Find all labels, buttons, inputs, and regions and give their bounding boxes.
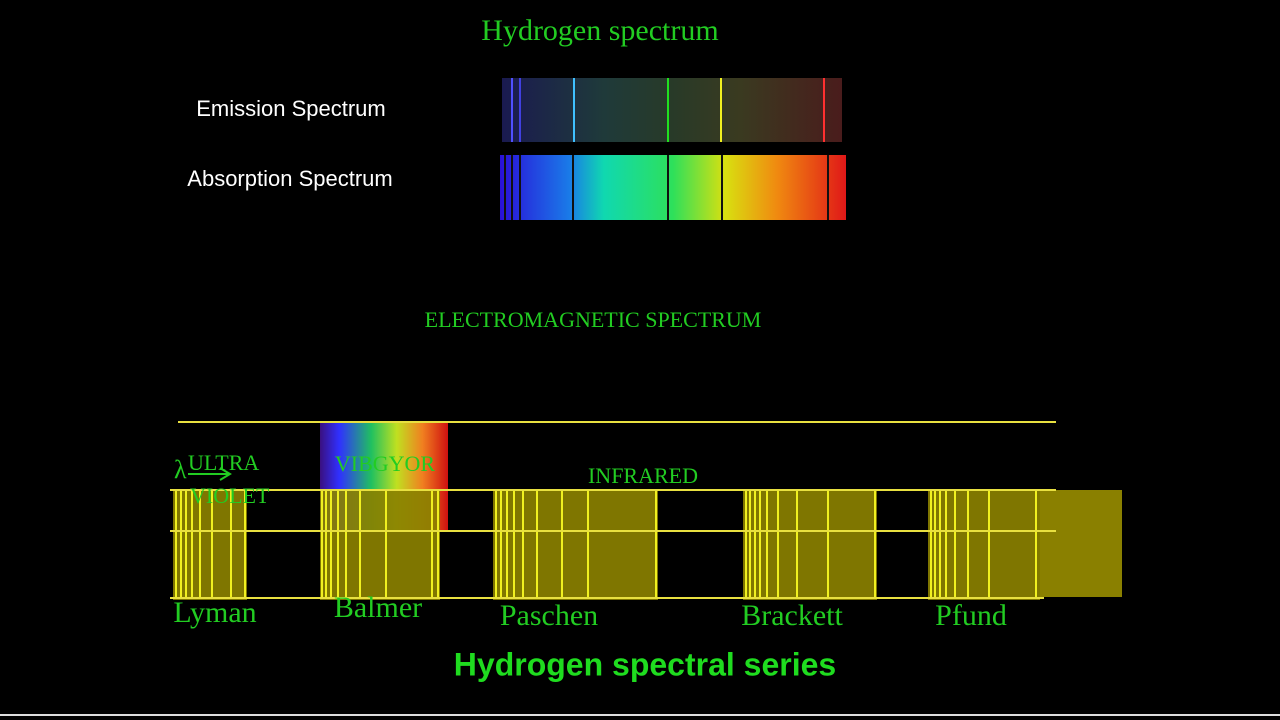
series-block (320, 490, 440, 600)
visible-label: VIBGYOR (335, 451, 436, 476)
series-blocks (173, 490, 1122, 600)
uv-label: VIOLET (190, 483, 270, 508)
footer-title: Hydrogen spectral series (454, 646, 836, 682)
series-name: Paschen (500, 599, 598, 632)
emission-label: Emission Spectrum (196, 96, 386, 121)
emission-band (502, 78, 842, 142)
em-title: ELECTROMAGNETIC SPECTRUM (425, 307, 762, 332)
title: Hydrogen spectrum (481, 14, 718, 47)
series-name: Pfund (935, 599, 1007, 632)
series-labels: Lyman Balmer Paschen Brackett Pfund (173, 591, 1007, 632)
absorption-label: Absorption Spectrum (187, 166, 392, 191)
series-block (743, 490, 877, 600)
infrared-tail (1040, 490, 1122, 597)
series-name: Balmer (334, 591, 422, 624)
infrared-label: INFRARED (588, 463, 698, 488)
uv-label: ULTRA (188, 450, 259, 475)
series-name: Brackett (741, 599, 843, 632)
em-lines (170, 421, 1056, 599)
series-block (928, 490, 1040, 600)
lambda: λ (174, 455, 187, 484)
absorption-band (500, 155, 846, 220)
arrow (188, 467, 232, 481)
series-name: Lyman (173, 596, 256, 629)
absorption-lines (504, 155, 829, 220)
series-block (493, 490, 658, 600)
emission-lines (511, 78, 825, 142)
